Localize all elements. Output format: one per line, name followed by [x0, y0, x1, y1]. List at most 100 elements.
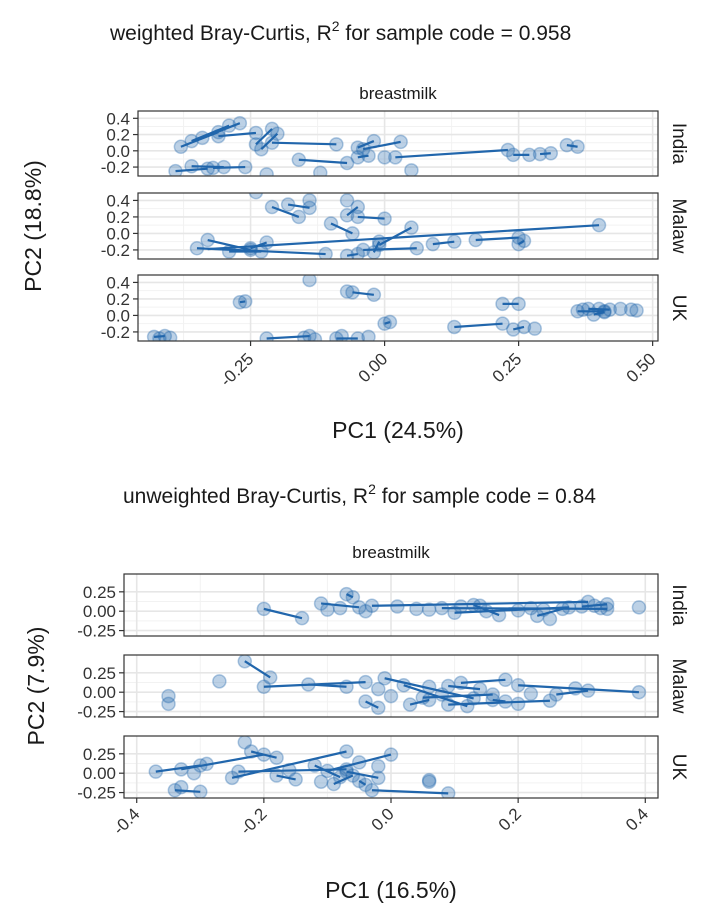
facet-label: Malaw: [668, 659, 689, 714]
data-point: [339, 155, 355, 171]
y-tick-label: 0.0: [106, 142, 130, 161]
pair-segment: [372, 241, 381, 253]
data-point: [162, 330, 178, 341]
pair-segment: [207, 224, 600, 251]
data-point: [256, 679, 272, 695]
data-point: [329, 137, 344, 152]
pair-segment: [239, 300, 246, 304]
gridlines: [124, 655, 658, 717]
data-point: [491, 607, 507, 623]
pair-segment: [263, 607, 303, 620]
data-point: [339, 208, 355, 223]
data-point: [350, 331, 366, 341]
data-point: [270, 126, 285, 141]
data-point: [248, 137, 264, 152]
pair-segment: [358, 780, 367, 786]
data-point: [313, 165, 328, 176]
y-tick-label: -0.2: [101, 158, 130, 177]
data-point: [243, 241, 258, 256]
pair-segment: [320, 602, 360, 609]
pair-segment: [581, 603, 608, 608]
data-layer: [168, 115, 585, 176]
data-point: [371, 237, 387, 253]
data-point: [523, 686, 539, 701]
data-point: [587, 598, 602, 614]
data-point: [269, 750, 284, 765]
data-point: [447, 605, 462, 620]
data-point: [232, 115, 248, 131]
data-point: [495, 316, 510, 331]
data-point: [291, 209, 307, 225]
data-point: [264, 199, 280, 215]
pair-segment: [473, 603, 500, 617]
data-point: [415, 690, 431, 705]
data-point: [224, 770, 240, 786]
data-point: [580, 683, 596, 698]
data-point: [542, 693, 558, 708]
pair-segment: [454, 606, 570, 614]
data-point: [345, 226, 360, 241]
data-point: [402, 697, 418, 712]
data-point: [466, 691, 481, 706]
data-point: [361, 329, 376, 341]
pair-segment: [346, 206, 359, 217]
data-point: [498, 694, 513, 709]
pair-segment: [357, 154, 369, 159]
pair-segment: [539, 152, 551, 156]
y-tick-label: 0.4: [106, 191, 130, 210]
data-point: [259, 331, 274, 341]
data-point: [243, 242, 258, 258]
data-point: [591, 217, 607, 233]
data-point: [440, 697, 456, 712]
facet-label: India: [668, 123, 689, 165]
y-tick-label: -0.2: [101, 241, 130, 260]
data-point: [472, 681, 488, 697]
x-tick-label: -0.2: [237, 804, 271, 838]
data-point: [329, 331, 344, 341]
data-point: [339, 248, 355, 259]
data-point: [468, 232, 483, 248]
pair-segment: [371, 789, 449, 795]
data-point: [339, 586, 354, 602]
pair-segment: [244, 660, 271, 679]
pair-segment: [384, 320, 391, 325]
x-tick-label: 0.0: [368, 804, 398, 834]
pair-segment: [207, 238, 251, 251]
data-point: [355, 141, 371, 157]
pair-segment: [492, 698, 506, 703]
data-point: [282, 762, 297, 778]
y-tick-label: 0.00: [83, 683, 116, 702]
facet-panel-uk: -0.20.00.20.4 UK: [101, 273, 689, 342]
data-point: [358, 603, 373, 619]
data-point: [555, 601, 570, 617]
pair-segment: [153, 334, 165, 338]
data-point: [288, 772, 303, 787]
data-point: [320, 763, 335, 779]
data-point: [485, 687, 500, 702]
data-point: [447, 234, 462, 249]
pair-segment: [346, 593, 354, 599]
data-point: [307, 332, 323, 341]
data-point: [167, 783, 183, 798]
pair-segment: [333, 774, 354, 786]
data-point: [221, 118, 237, 133]
data-point: [421, 679, 437, 695]
pair-segment: [308, 683, 347, 688]
data-point: [243, 744, 259, 759]
data-point: [339, 193, 355, 208]
pair-segment: [422, 693, 493, 699]
data-point: [339, 744, 354, 759]
panel-border: [137, 274, 659, 342]
gridlines: [138, 275, 658, 341]
data-point: [184, 159, 199, 174]
data-point: [388, 150, 403, 165]
data-point: [575, 302, 591, 317]
data-point: [193, 758, 208, 773]
data-point: [200, 161, 215, 176]
y-tick-label: 0.2: [106, 126, 130, 145]
data-point: [510, 603, 526, 618]
y-tick-label: 0.00: [83, 602, 116, 621]
data-point: [516, 319, 532, 335]
data-point: [371, 234, 387, 249]
data-point: [351, 773, 367, 789]
